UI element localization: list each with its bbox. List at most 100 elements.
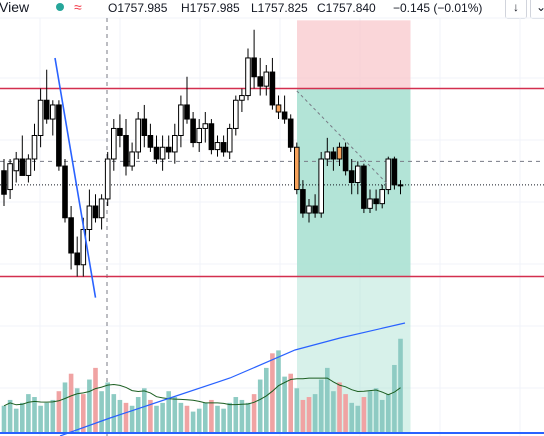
candle-body: [196, 127, 202, 144]
candle-body: [287, 118, 294, 148]
candle-body: [355, 165, 361, 184]
candle-body: [269, 71, 276, 106]
candle-body: [330, 151, 337, 160]
candle-body: [117, 127, 123, 136]
volume-bar: [26, 394, 31, 432]
volume-bar: [221, 408, 226, 432]
volume-bar: [398, 338, 403, 432]
volume-bar: [184, 405, 190, 432]
candles: [1, 29, 404, 277]
trend-line: [54, 57, 97, 298]
candle-body: [50, 104, 56, 120]
volume-bar: [209, 399, 214, 432]
ohlc-low: L1757.825: [251, 1, 308, 15]
candle-body: [98, 198, 105, 219]
candle-body: [1, 170, 7, 195]
candle-body: [7, 163, 13, 191]
candle-body: [178, 104, 184, 136]
status-dot-icon[interactable]: [56, 3, 64, 11]
volume-bar: [300, 399, 306, 432]
volume-bar: [166, 391, 171, 432]
candle-body: [104, 158, 111, 200]
candle-body: [385, 158, 392, 191]
candle-body: [56, 104, 62, 167]
candle-body: [92, 205, 99, 219]
volume-bar: [276, 350, 281, 432]
volume-bar: [129, 405, 135, 432]
volume-bar: [373, 388, 379, 432]
volume-bar: [68, 373, 74, 432]
volume-bar: [337, 382, 342, 432]
volume-bar: [288, 373, 293, 432]
volume-bar: [233, 397, 239, 432]
drawings[interactable]: [54, 57, 389, 298]
volume-indicators: [0, 322, 544, 436]
volume-bar: [81, 394, 86, 432]
volume-bar: [99, 391, 104, 432]
candle-body: [74, 252, 81, 266]
candle-body: [184, 104, 190, 120]
volume-bar: [318, 379, 324, 432]
volume-bar: [32, 397, 37, 432]
candle-body: [37, 99, 44, 136]
candle-body: [379, 189, 385, 205]
candle-body: [68, 217, 74, 254]
volume-bar: [367, 391, 373, 432]
volume-bar: [379, 399, 385, 432]
candle-body: [294, 146, 300, 191]
volume-bar: [38, 405, 43, 432]
candle-body: [226, 127, 233, 153]
stop-loss-zone: [297, 20, 411, 89]
candle-body: [342, 146, 349, 172]
candle-body: [318, 158, 324, 214]
candle-body: [111, 127, 117, 160]
volume-bar: [56, 391, 62, 432]
candle-body: [257, 76, 263, 87]
volume-bar: [105, 382, 110, 432]
candle-body: [233, 99, 239, 129]
volume-bar: [160, 402, 165, 432]
candle-body: [239, 95, 245, 101]
volume-bar: [172, 397, 178, 432]
volume-bar: [142, 388, 147, 432]
candle-body: [25, 158, 32, 176]
volume-bar: [62, 382, 68, 432]
candle-body: [263, 71, 270, 87]
volume-bar: [148, 399, 153, 432]
candle-body: [397, 184, 404, 187]
volume-bar: [312, 394, 318, 432]
volume-bar: [227, 402, 232, 432]
volume-bar: [93, 367, 98, 432]
volume-bar: [203, 402, 208, 432]
candle-body: [208, 123, 215, 151]
volume-bar: [392, 364, 397, 432]
volume-bar: [20, 402, 25, 432]
candle-body: [43, 99, 50, 120]
candle-body: [214, 142, 221, 151]
candle-body: [62, 165, 68, 219]
volume-bar: [355, 405, 361, 432]
volume-bar: [1, 405, 7, 432]
volume-bar: [239, 399, 245, 432]
candle-body: [172, 135, 178, 153]
volume-bar: [270, 353, 275, 432]
forecast-dashed-line: [296, 90, 389, 186]
volume-bar: [7, 399, 13, 432]
volume-bar: [257, 379, 263, 432]
volume-bar: [306, 397, 312, 432]
wave-icon[interactable]: ≈: [74, 0, 82, 15]
candle-body: [300, 189, 306, 214]
candle-body: [251, 57, 257, 78]
candle-body: [123, 135, 129, 167]
candle-body: [19, 158, 26, 176]
volume-bar: [294, 388, 300, 432]
volume-bar: [245, 402, 251, 432]
candle-body: [367, 198, 373, 209]
candle-body: [245, 57, 251, 97]
volume-bar: [196, 408, 202, 432]
volume-bar: [349, 402, 354, 432]
candle-body: [135, 118, 141, 153]
volume-bar: [361, 397, 367, 432]
candle-body: [190, 118, 196, 144]
